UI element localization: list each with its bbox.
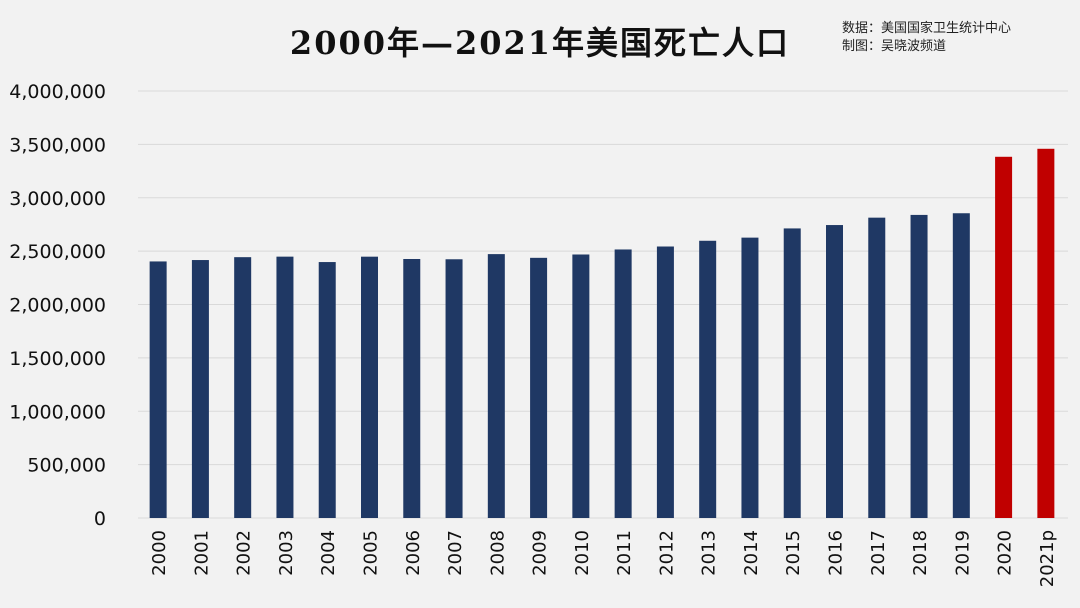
bar-2005 — [361, 256, 378, 518]
bar-2001 — [191, 260, 209, 518]
bar-2002 — [234, 257, 252, 518]
bar-2015 — [783, 228, 801, 518]
x-tick-label: 2016 — [826, 530, 847, 576]
bar-2018 — [910, 214, 928, 519]
x-tick-label: 2021p — [1037, 530, 1058, 587]
source-note: 数据：美国国家卫生统计中心 制图：吴晓波频道 — [842, 20, 1011, 56]
x-tick-label: 2011 — [614, 530, 635, 576]
bar-2000 — [149, 261, 167, 518]
x-tick-label: 2019 — [952, 530, 973, 576]
x-tick-label: 2012 — [656, 530, 677, 576]
source-author-line: 制图：吴晓波频道 — [842, 39, 947, 54]
bar-2019 — [952, 213, 970, 519]
bar-2008 — [487, 254, 505, 518]
y-tick-label: 0 — [94, 508, 106, 530]
x-tick-label: 2002 — [234, 530, 255, 576]
bar-2021p — [1037, 148, 1055, 518]
x-tick-label: 2006 — [403, 530, 424, 576]
x-tick-label: 2010 — [572, 530, 593, 576]
x-tick-label: 2015 — [783, 530, 804, 576]
bar-2006 — [403, 258, 421, 518]
y-tick-label: 2,000,000 — [9, 295, 106, 317]
x-tick-label: 2005 — [361, 530, 382, 576]
bar-2014 — [741, 237, 759, 518]
bar-2010 — [572, 254, 590, 518]
bar-2013 — [699, 240, 717, 518]
bar-2020 — [995, 156, 1013, 518]
bar-2017 — [868, 217, 886, 518]
y-tick-label: 1,000,000 — [9, 401, 106, 423]
x-tick-label: 2018 — [910, 530, 931, 576]
bar-2007 — [445, 259, 463, 518]
bar-2011 — [614, 249, 632, 518]
x-tick-label: 2009 — [530, 530, 551, 576]
x-tick-label: 2014 — [741, 530, 762, 576]
y-tick-label: 2,500,000 — [9, 241, 106, 263]
x-tick-label: 2008 — [487, 530, 508, 576]
x-tick-label: 2007 — [445, 530, 466, 576]
y-tick-label: 1,500,000 — [9, 348, 106, 370]
x-tick-label: 2001 — [191, 530, 212, 576]
x-tick-label: 2017 — [868, 530, 889, 576]
chart-title: 2000年—2021年美国死亡人口 — [289, 24, 791, 62]
x-tick-label: 2004 — [318, 530, 339, 576]
x-tick-label: 2020 — [995, 530, 1016, 576]
x-tick-label: 2003 — [276, 530, 297, 576]
x-tick-label: 2000 — [149, 530, 170, 576]
bar-2004 — [318, 262, 336, 518]
bar-2016 — [826, 225, 843, 519]
y-tick-label: 4,000,000 — [9, 81, 106, 103]
x-tick-label: 2013 — [699, 530, 720, 576]
bar-2012 — [656, 246, 674, 519]
y-tick-label: 3,000,000 — [9, 188, 106, 210]
y-tick-label: 3,500,000 — [9, 134, 106, 156]
source-data-line: 数据：美国国家卫生统计中心 — [842, 21, 1012, 36]
bar-2003 — [276, 256, 294, 518]
bar-2009 — [530, 257, 548, 518]
y-tick-label: 500,000 — [27, 455, 106, 477]
